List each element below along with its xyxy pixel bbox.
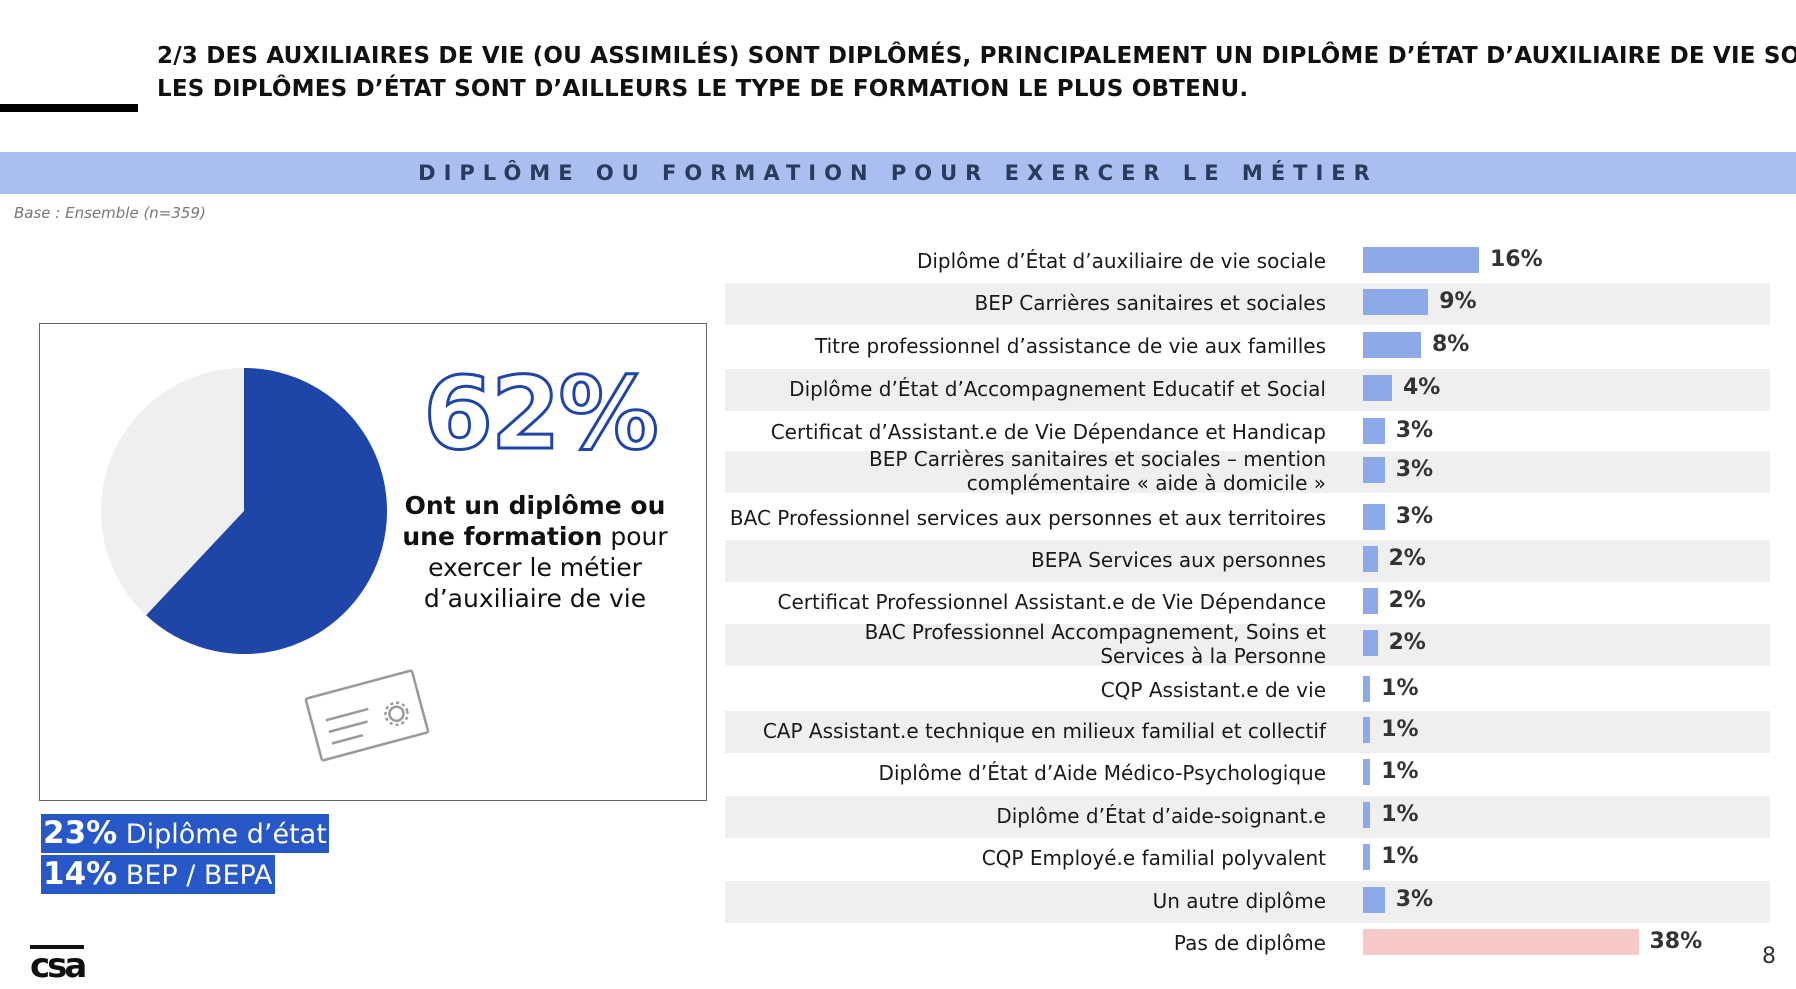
bar-value-label: 2% xyxy=(1388,546,1426,571)
bar-category-label: BEP Carrières sanitaires et sociales xyxy=(974,291,1327,315)
caption-rest: pour exercer le métier d’auxiliaire de v… xyxy=(423,522,668,613)
bar-category-label: CQP Employé.e familial polyvalent xyxy=(981,846,1326,870)
title-rule xyxy=(0,104,138,112)
bar-mark xyxy=(1363,588,1378,614)
bar-category-label: Diplôme d’État d’aide-soignant.e xyxy=(996,804,1326,828)
bar-category-label: CQP Assistant.e de vie xyxy=(1100,678,1326,702)
bar-mark xyxy=(1363,247,1479,273)
bar-category-label: BEPA Services aux personnes xyxy=(1031,548,1326,572)
bar-category-label: Pas de diplôme xyxy=(1173,931,1326,955)
bar-value-label: 3% xyxy=(1395,457,1434,482)
section-banner: DIPLÔME OU FORMATION POUR EXERCER LE MÉT… xyxy=(0,152,1796,194)
highlight-label-1: Diplôme d’état xyxy=(125,819,327,850)
bar-mark xyxy=(1363,289,1429,315)
bar-value-label: 1% xyxy=(1381,759,1419,784)
bar-mark xyxy=(1363,887,1385,913)
bar-value-label: 1% xyxy=(1381,717,1419,742)
title-line-1: 2/3 DES AUXILIAIRES DE VIE (OU ASSIMILÉS… xyxy=(157,43,1796,69)
bar-category-label: BAC Professionnel Accompagnement, Soins … xyxy=(864,620,1326,668)
summary-caption: Ont un diplôme ou une formation pour exe… xyxy=(400,490,670,614)
bar-category-label: Certificat Professionnel Assistant.e de … xyxy=(777,590,1326,614)
diploma-icon xyxy=(304,669,430,762)
page-title: 2/3 DES AUXILIAIRES DE VIE (OU ASSIMILÉS… xyxy=(157,40,1796,106)
pie-main-slice xyxy=(146,368,388,654)
bar-category-label: Titre professionnel d’assistance de vie … xyxy=(815,334,1326,358)
bar-value-label: 3% xyxy=(1395,887,1434,912)
highlight-label-2: BEP / BEPA xyxy=(125,860,273,891)
bar-row-background xyxy=(725,451,1770,493)
bar-row-background xyxy=(725,711,1770,753)
page-number: 8 xyxy=(1762,944,1776,969)
highlight-pct-1: 23% xyxy=(43,815,118,851)
bar-value-label: 4% xyxy=(1403,375,1441,400)
bar-row-background xyxy=(725,881,1770,923)
bar-mark xyxy=(1363,717,1371,743)
bar-category-label: Un autre diplôme xyxy=(1152,889,1326,913)
bar-mark xyxy=(1363,676,1371,702)
bar-value-label: 38% xyxy=(1649,929,1703,954)
bar-category-label: Certificat d’Assistant.e de Vie Dépendan… xyxy=(770,420,1326,444)
bar-category-label: BEP Carrières sanitaires et sociales – m… xyxy=(869,447,1326,495)
bar-mark xyxy=(1363,546,1378,572)
title-line-2: LES DIPLÔMES D’ÉTAT SONT D’AILLEURS LE T… xyxy=(157,76,1249,102)
bar-row-background xyxy=(725,369,1770,411)
bar-category-label: Diplôme d’État d’auxiliaire de vie socia… xyxy=(916,249,1326,273)
bar-category-label: BAC Professionnel services aux personnes… xyxy=(729,506,1326,530)
bar-mark xyxy=(1363,929,1639,955)
bar-mark xyxy=(1363,759,1371,785)
bar-value-label: 8% xyxy=(1432,332,1470,357)
bar-row-background xyxy=(725,796,1770,838)
bar-category-label: Diplôme d’État d’Aide Médico-Psychologiq… xyxy=(878,761,1326,785)
bar-value-label: 2% xyxy=(1388,588,1426,613)
big-percentage: 62% xyxy=(422,354,660,474)
bar-value-label: 16% xyxy=(1490,247,1543,272)
bar-value-label: 1% xyxy=(1381,676,1419,701)
bar-mark xyxy=(1363,504,1385,530)
caption-bold: Ont un diplôme ou une formation xyxy=(402,491,666,551)
bar-row-background xyxy=(725,540,1770,582)
bar-mark xyxy=(1363,457,1385,483)
bar-mark xyxy=(1363,418,1385,444)
bar-mark xyxy=(1363,630,1378,656)
base-note: Base : Ensemble (n=359) xyxy=(14,204,206,222)
bar-mark xyxy=(1363,802,1371,828)
bar-category-label: Diplôme d’État d’Accompagnement Educatif… xyxy=(789,377,1326,401)
bar-mark xyxy=(1363,844,1371,870)
bar-value-label: 9% xyxy=(1439,289,1477,314)
csa-logo: csa xyxy=(30,945,87,986)
highlight-diplome-etat: 23% Diplôme d’état xyxy=(41,814,329,853)
highlight-bep-bepa: 14% BEP / BEPA xyxy=(41,855,275,894)
bar-value-label: 3% xyxy=(1395,418,1434,443)
bar-value-label: 3% xyxy=(1395,504,1434,529)
bar-value-label: 1% xyxy=(1381,802,1419,827)
highlight-pct-2: 14% xyxy=(43,856,118,892)
bar-category-label: CAP Assistant.e technique en milieux fam… xyxy=(762,719,1326,743)
bar-row-background xyxy=(725,283,1770,325)
pie-chart xyxy=(101,368,388,654)
bar-value-label: 1% xyxy=(1381,844,1419,869)
bar-mark xyxy=(1363,375,1392,401)
bar-value-label: 2% xyxy=(1388,630,1426,655)
bar-row-background xyxy=(725,624,1770,666)
bar-mark xyxy=(1363,332,1421,358)
